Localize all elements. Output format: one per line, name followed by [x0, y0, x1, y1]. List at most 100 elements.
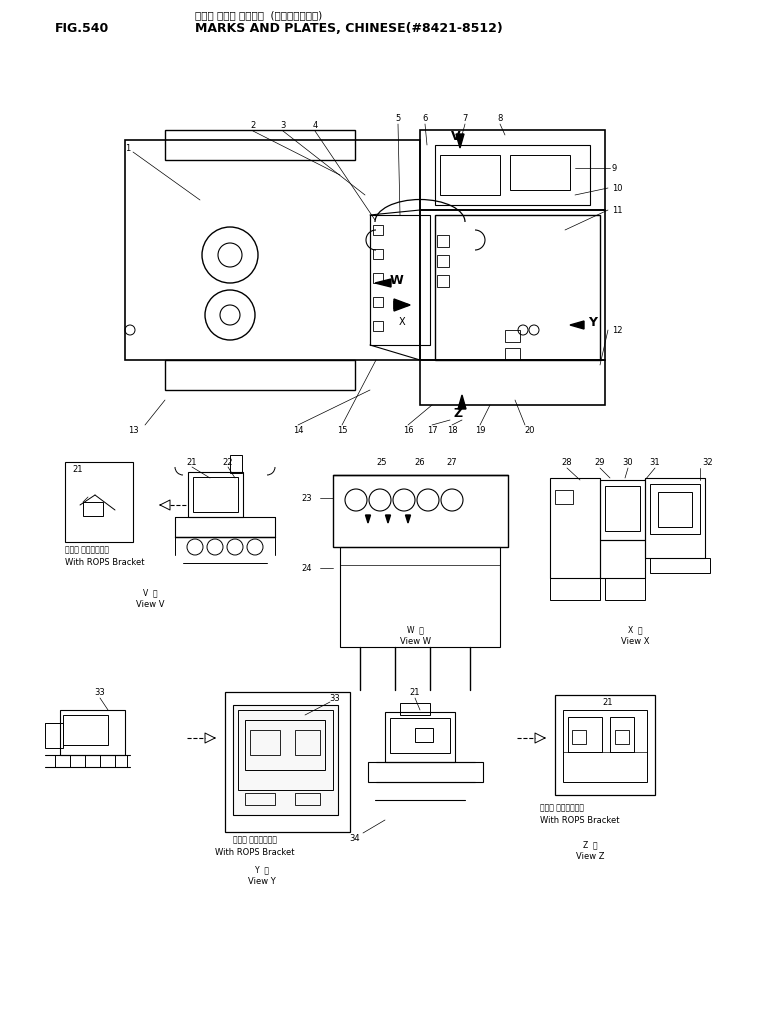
Bar: [400, 703, 430, 715]
Bar: [510, 155, 570, 190]
Bar: [295, 793, 320, 805]
Bar: [65, 462, 133, 542]
Polygon shape: [394, 299, 410, 311]
Text: 15: 15: [337, 425, 348, 434]
Text: MARKS AND PLATES, CHINESE(#8421-8512): MARKS AND PLATES, CHINESE(#8421-8512): [195, 21, 503, 35]
Text: X: X: [399, 317, 406, 327]
Bar: [165, 130, 355, 160]
Text: View Z: View Z: [576, 851, 604, 861]
Text: 27: 27: [447, 458, 457, 466]
Text: Y  視: Y 視: [255, 866, 269, 875]
Text: 1: 1: [125, 143, 131, 152]
Bar: [373, 297, 383, 307]
Bar: [420, 130, 605, 210]
Text: Z: Z: [454, 407, 463, 419]
Bar: [435, 145, 590, 205]
Text: 4: 4: [313, 121, 317, 130]
Bar: [572, 730, 586, 744]
Text: 13: 13: [128, 425, 139, 434]
Bar: [605, 578, 645, 600]
Bar: [600, 540, 645, 578]
Text: 23: 23: [301, 494, 312, 503]
Bar: [230, 455, 242, 473]
Bar: [373, 321, 383, 331]
Bar: [600, 480, 645, 540]
Bar: [295, 730, 320, 755]
Polygon shape: [456, 134, 464, 148]
Bar: [437, 235, 449, 247]
Text: View V: View V: [135, 600, 164, 608]
Bar: [333, 475, 508, 547]
Bar: [225, 692, 350, 832]
Text: V  視: V 視: [142, 589, 157, 598]
Text: W: W: [390, 274, 404, 286]
Text: With ROPS Bracket: With ROPS Bracket: [65, 557, 145, 566]
Bar: [650, 484, 700, 535]
Text: 2: 2: [250, 121, 255, 130]
Text: 29: 29: [594, 458, 605, 466]
Text: 10: 10: [612, 184, 622, 192]
Text: 25: 25: [377, 458, 387, 466]
Bar: [555, 695, 655, 795]
Bar: [420, 360, 605, 405]
Text: 9: 9: [612, 164, 617, 173]
Text: 11: 11: [612, 205, 622, 215]
Text: V: V: [451, 130, 461, 142]
Bar: [373, 225, 383, 235]
Bar: [245, 793, 275, 805]
Bar: [368, 762, 483, 782]
Bar: [435, 215, 600, 360]
Text: 24: 24: [302, 563, 312, 572]
Text: 33: 33: [94, 688, 105, 697]
Bar: [233, 705, 338, 815]
Polygon shape: [385, 515, 391, 523]
Bar: [165, 360, 355, 390]
Text: View W: View W: [399, 637, 430, 646]
Bar: [83, 502, 103, 516]
Bar: [505, 349, 520, 360]
Bar: [568, 717, 602, 752]
Text: 12: 12: [612, 325, 622, 334]
Bar: [188, 472, 243, 517]
Bar: [658, 492, 692, 527]
Bar: [250, 730, 280, 755]
Polygon shape: [570, 321, 584, 329]
Bar: [60, 710, 125, 755]
Bar: [437, 275, 449, 287]
Bar: [373, 273, 383, 283]
Bar: [193, 477, 238, 512]
Text: W  視: W 視: [406, 625, 423, 635]
Text: ロプス ブラケット付: ロプス ブラケット付: [65, 546, 109, 555]
Polygon shape: [406, 515, 410, 523]
Text: View X: View X: [621, 637, 649, 646]
Bar: [605, 486, 640, 531]
Bar: [437, 256, 449, 267]
Bar: [563, 710, 647, 782]
Polygon shape: [458, 394, 466, 409]
Text: マーク オヨビ プレート  (チェクコ゛コ゛): マーク オヨビ プレート (チェクコ゛コ゛): [195, 10, 322, 20]
Text: 18: 18: [447, 425, 457, 434]
Bar: [175, 517, 275, 537]
Bar: [550, 578, 600, 600]
Text: FIG.540: FIG.540: [55, 21, 109, 35]
Text: Z  視: Z 視: [583, 840, 598, 849]
Bar: [55, 755, 70, 766]
Bar: [373, 249, 383, 259]
Text: Y: Y: [588, 316, 597, 328]
Text: 19: 19: [474, 425, 485, 434]
Bar: [125, 140, 420, 360]
Text: 16: 16: [402, 425, 413, 434]
Polygon shape: [394, 301, 410, 309]
Bar: [238, 710, 333, 790]
Bar: [420, 210, 605, 360]
Bar: [390, 718, 450, 753]
Text: 22: 22: [223, 458, 233, 466]
Text: 28: 28: [562, 458, 572, 466]
Text: 14: 14: [293, 425, 303, 434]
Text: 32: 32: [703, 458, 714, 466]
Bar: [385, 712, 455, 762]
Bar: [645, 478, 705, 558]
Bar: [440, 155, 500, 195]
Text: 20: 20: [525, 425, 536, 434]
Text: 30: 30: [623, 458, 633, 466]
